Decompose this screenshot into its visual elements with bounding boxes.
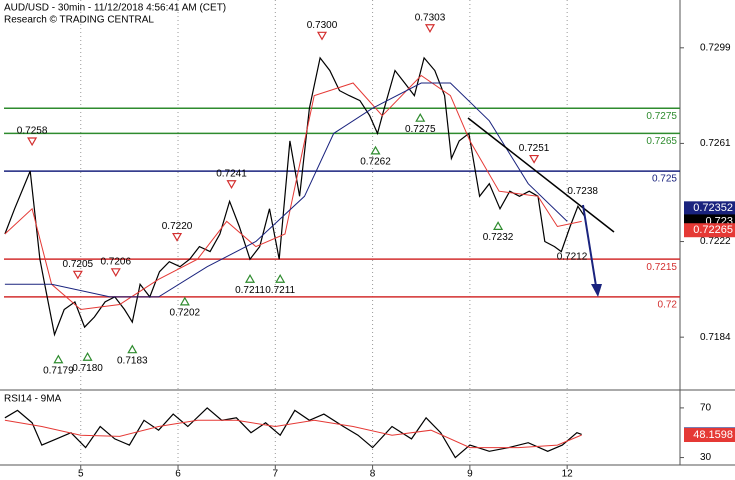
annotation-label: 0.7202 bbox=[170, 308, 201, 319]
low-marker bbox=[179, 296, 190, 306]
annotation-label: 0.7206 bbox=[100, 256, 131, 267]
high-marker bbox=[424, 24, 436, 33]
annotation-label: 0.7241 bbox=[216, 168, 247, 179]
low-marker bbox=[370, 145, 381, 155]
y-tick-label: 0.7222 bbox=[700, 236, 731, 247]
x-tick-label: 9 bbox=[467, 469, 473, 480]
trend-line bbox=[467, 117, 615, 233]
annotation-label: 0.7180 bbox=[72, 363, 103, 374]
y-tick-label: 30 bbox=[700, 452, 712, 463]
x-tick-label: 5 bbox=[78, 469, 84, 480]
forecast-arrow bbox=[582, 204, 597, 287]
y-tick-label: 0.7184 bbox=[700, 332, 731, 343]
annotation-label: 0.7183 bbox=[117, 355, 148, 366]
annotation-label: 0.7232 bbox=[483, 232, 514, 243]
series-line bbox=[4, 419, 582, 449]
chart-title: AUD/USD - 30min - 11/12/2018 4:56:41 AM … bbox=[4, 3, 226, 14]
series-line bbox=[4, 74, 582, 311]
annotation-label: 0.7211 bbox=[265, 285, 295, 296]
x-tick-label: 7 bbox=[273, 469, 279, 480]
price-box bbox=[684, 428, 735, 443]
annotation-label: 0.7258 bbox=[17, 126, 48, 137]
price-box bbox=[684, 223, 735, 238]
series-line bbox=[4, 407, 582, 459]
low-marker bbox=[127, 344, 138, 354]
high-marker bbox=[226, 180, 237, 189]
price-box-label: 0.72265 bbox=[693, 224, 733, 236]
high-marker bbox=[172, 232, 183, 242]
level-label: 0.72 bbox=[658, 300, 678, 311]
y-tick-label: 70 bbox=[700, 403, 712, 414]
annotation-label: 0.7179 bbox=[43, 365, 74, 376]
level-label: 0.725 bbox=[652, 174, 677, 185]
high-marker bbox=[27, 137, 38, 147]
price-box-label: 0.72352 bbox=[693, 202, 733, 214]
high-marker bbox=[110, 268, 121, 278]
annotation-label: 0.7211 bbox=[235, 285, 265, 296]
level-label: 0.7265 bbox=[646, 136, 677, 147]
low-marker bbox=[493, 221, 504, 230]
indicator-title: RSI14 - 9MA bbox=[4, 394, 62, 405]
annotation-label: 0.7238 bbox=[567, 186, 598, 197]
annotation-label: 0.7303 bbox=[415, 12, 446, 23]
low-marker bbox=[244, 274, 256, 283]
annotation-label: 0.7251 bbox=[519, 143, 550, 154]
y-tick-label: 0.7261 bbox=[700, 138, 731, 149]
x-tick-label: 8 bbox=[370, 469, 376, 480]
series-line bbox=[4, 82, 568, 298]
high-marker bbox=[529, 154, 540, 164]
low-marker bbox=[53, 354, 64, 364]
annotation-label: 0.7212 bbox=[557, 251, 588, 262]
arrow-head bbox=[591, 284, 602, 297]
annotation-label: 0.7275 bbox=[405, 124, 436, 135]
price-box-label: 48.1598 bbox=[693, 429, 733, 441]
level-label: 0.7275 bbox=[646, 111, 677, 122]
annotation-label: 0.7220 bbox=[162, 221, 193, 232]
plots bbox=[4, 0, 684, 469]
low-marker bbox=[82, 352, 93, 361]
overlay: 5 6 7 8 9 12 0.7275 0.7265 0.725 0.7215 0.72 0.7299… bbox=[17, 12, 735, 480]
high-marker bbox=[72, 270, 83, 280]
x-tick-label: 6 bbox=[175, 469, 181, 480]
annotation-label: 0.7300 bbox=[307, 20, 338, 31]
y-tick-label: 0.7299 bbox=[700, 42, 731, 53]
low-marker bbox=[415, 112, 426, 122]
x-tick-label: 12 bbox=[562, 469, 574, 480]
series-line bbox=[4, 56, 586, 337]
price-box bbox=[684, 201, 735, 216]
low-marker bbox=[275, 274, 286, 283]
annotation-label: 0.7262 bbox=[360, 157, 391, 168]
chart-subtitle: Research © TRADING CENTRAL bbox=[4, 15, 154, 26]
level-label: 0.7215 bbox=[646, 262, 677, 273]
high-marker bbox=[316, 31, 328, 41]
annotation-label: 0.7205 bbox=[63, 259, 94, 270]
